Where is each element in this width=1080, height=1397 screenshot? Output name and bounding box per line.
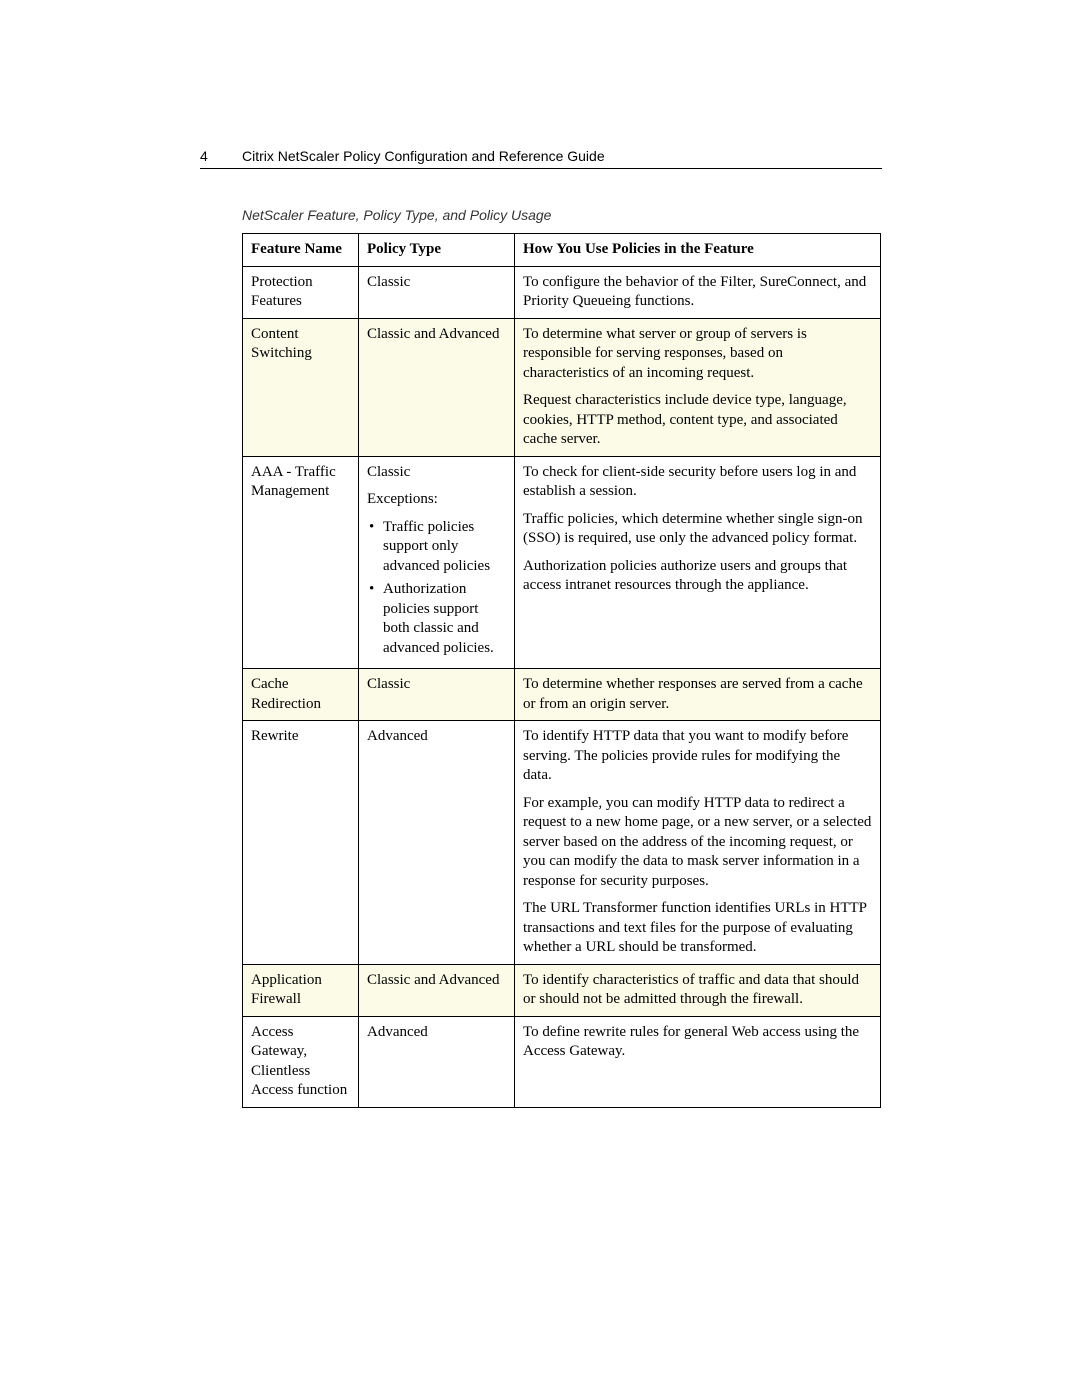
bullet-item: Traffic policies support only advanced p… (367, 518, 506, 577)
page-header: 4 Citrix NetScaler Policy Configuration … (200, 148, 882, 169)
usage-paragraph: Request characteristics include device t… (523, 391, 872, 450)
cell-policy-type: Classic (359, 669, 515, 721)
cell-policy-type: Classic (359, 266, 515, 318)
cell-policy-type: Classic and Advanced (359, 964, 515, 1016)
document-page: 4 Citrix NetScaler Policy Configuration … (0, 0, 1080, 1108)
col-header-usage: How You Use Policies in the Feature (515, 234, 881, 267)
policy-type-extra: Exceptions: (367, 490, 506, 510)
cell-feature: Application Firewall (243, 964, 359, 1016)
usage-paragraph: To configure the behavior of the Filter,… (523, 273, 872, 312)
page-title: Citrix NetScaler Policy Configuration an… (242, 148, 605, 164)
usage-paragraph: To determine what server or group of ser… (523, 325, 872, 384)
col-header-feature: Feature Name (243, 234, 359, 267)
cell-usage: To check for client-side security before… (515, 456, 881, 669)
cell-usage: To define rewrite rules for general Web … (515, 1016, 881, 1107)
cell-usage: To determine whether responses are serve… (515, 669, 881, 721)
page-number: 4 (200, 148, 242, 164)
cell-policy-type: Advanced (359, 1016, 515, 1107)
usage-paragraph: To define rewrite rules for general Web … (523, 1023, 872, 1062)
usage-paragraph: The URL Transformer function identifies … (523, 899, 872, 958)
table-row: Content Switching Classic and Advanced T… (243, 318, 881, 456)
cell-feature: Access Gateway, Clientless Access functi… (243, 1016, 359, 1107)
usage-paragraph: To identify HTTP data that you want to m… (523, 727, 872, 786)
cell-policy-type: Classic and Advanced (359, 318, 515, 456)
cell-usage: To configure the behavior of the Filter,… (515, 266, 881, 318)
cell-feature: Protection Features (243, 266, 359, 318)
usage-paragraph: To identify characteristics of traffic a… (523, 971, 872, 1010)
table-header-row: Feature Name Policy Type How You Use Pol… (243, 234, 881, 267)
cell-usage: To determine what server or group of ser… (515, 318, 881, 456)
cell-policy-type: Classic Exceptions: Traffic policies sup… (359, 456, 515, 669)
usage-paragraph: To check for client-side security before… (523, 463, 872, 502)
usage-paragraph: To determine whether responses are serve… (523, 675, 872, 714)
table-caption: NetScaler Feature, Policy Type, and Poli… (242, 207, 882, 223)
bullet-item: Authorization policies support both clas… (367, 580, 506, 658)
cell-feature: Content Switching (243, 318, 359, 456)
table-row: Cache Redirection Classic To determine w… (243, 669, 881, 721)
col-header-policy-type: Policy Type (359, 234, 515, 267)
table-body: Protection Features Classic To configure… (243, 266, 881, 1107)
cell-feature: Cache Redirection (243, 669, 359, 721)
cell-usage: To identify characteristics of traffic a… (515, 964, 881, 1016)
usage-paragraph: For example, you can modify HTTP data to… (523, 794, 872, 892)
cell-feature: AAA - Traffic Management (243, 456, 359, 669)
cell-policy-type: Advanced (359, 721, 515, 965)
policy-type-bullets: Traffic policies support only advanced p… (367, 518, 506, 659)
usage-paragraph: Traffic policies, which determine whethe… (523, 510, 872, 549)
table-row: Access Gateway, Clientless Access functi… (243, 1016, 881, 1107)
table-row: Protection Features Classic To configure… (243, 266, 881, 318)
table-row: Rewrite Advanced To identify HTTP data t… (243, 721, 881, 965)
usage-paragraph: Authorization policies authorize users a… (523, 557, 872, 596)
policy-table: Feature Name Policy Type How You Use Pol… (242, 233, 881, 1108)
table-row: AAA - Traffic Management Classic Excepti… (243, 456, 881, 669)
cell-usage: To identify HTTP data that you want to m… (515, 721, 881, 965)
cell-feature: Rewrite (243, 721, 359, 965)
policy-type-text: Classic (367, 463, 506, 483)
table-row: Application Firewall Classic and Advance… (243, 964, 881, 1016)
